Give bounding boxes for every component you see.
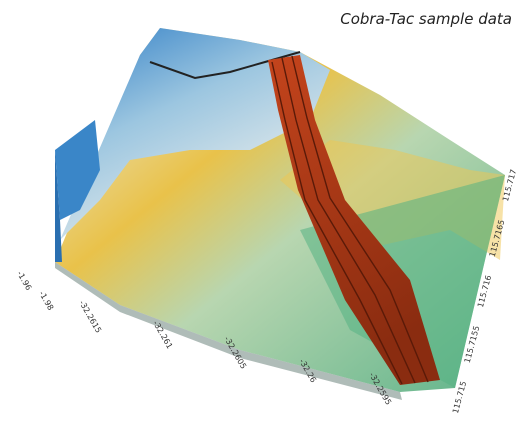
terrain-surface xyxy=(55,28,505,400)
latitude-label: -32.2615 xyxy=(77,299,103,335)
depth-label: -1.98 xyxy=(37,290,55,312)
title: Cobra-Tac sample data xyxy=(340,10,512,28)
depth-label: -1.96 xyxy=(15,270,33,292)
